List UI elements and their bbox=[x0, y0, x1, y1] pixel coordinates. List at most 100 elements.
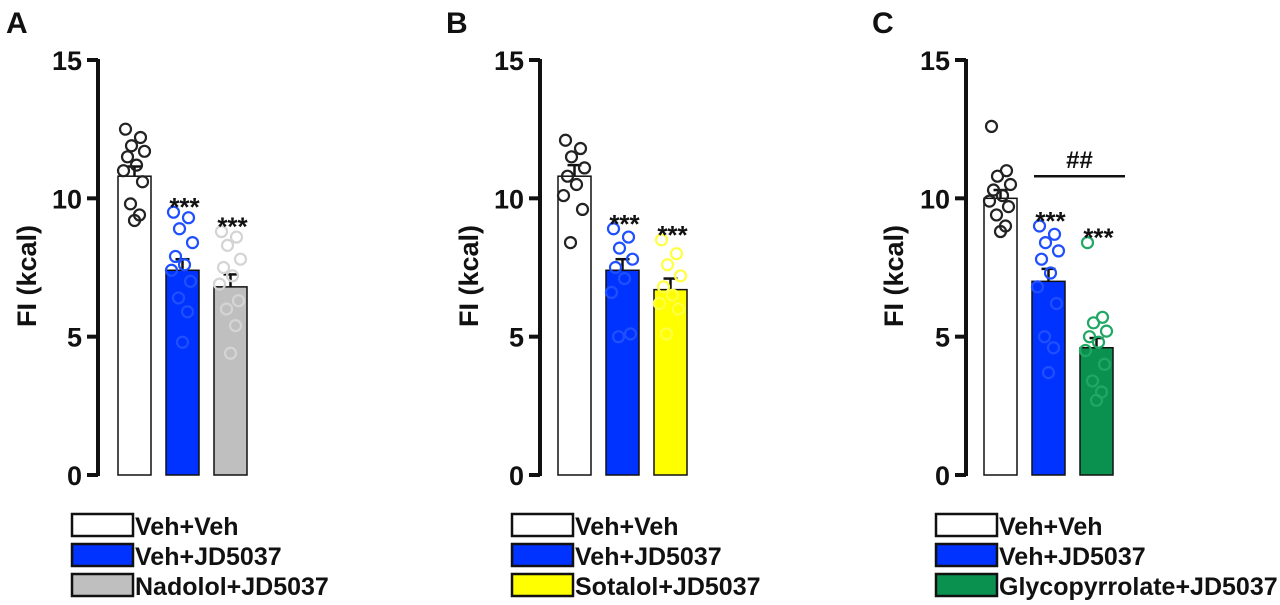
significance-label: *** bbox=[609, 209, 640, 239]
legend-swatch bbox=[510, 542, 575, 568]
data-point bbox=[982, 194, 997, 208]
data-point bbox=[181, 211, 196, 225]
data-point bbox=[1041, 366, 1056, 380]
data-point bbox=[220, 238, 235, 252]
data-point bbox=[558, 133, 573, 147]
data-point bbox=[573, 141, 588, 156]
data-point bbox=[137, 144, 152, 158]
data-point bbox=[660, 258, 675, 272]
data-point bbox=[563, 236, 578, 250]
data-point bbox=[175, 335, 190, 349]
y-axis-label: FI (kcal) bbox=[879, 225, 909, 327]
data-point bbox=[223, 346, 238, 360]
y-tick-label: 15 bbox=[52, 46, 82, 76]
data-point bbox=[993, 224, 1008, 239]
data-point bbox=[569, 177, 584, 192]
data-point bbox=[135, 175, 150, 189]
data-point bbox=[124, 139, 139, 153]
panel-b: B FI (kcal) 0 5 10 15 *** *** Veh+VehVeh+JD5037S… bbox=[446, 7, 761, 601]
y-tick-label: 15 bbox=[920, 46, 950, 76]
y-tick-label: 10 bbox=[494, 184, 524, 214]
data-point bbox=[1051, 244, 1066, 258]
y-tick-label: 0 bbox=[935, 461, 950, 491]
data-point bbox=[129, 158, 144, 172]
data-point bbox=[1030, 280, 1045, 294]
panel-label: C bbox=[872, 7, 894, 40]
data-point bbox=[1001, 200, 1016, 214]
data-point bbox=[556, 188, 571, 203]
data-point bbox=[617, 271, 632, 286]
y-tick-label: 10 bbox=[920, 184, 950, 214]
data-point bbox=[133, 130, 148, 145]
data-point bbox=[166, 205, 181, 219]
bar bbox=[1079, 346, 1114, 476]
bar bbox=[117, 175, 152, 476]
data-point bbox=[1089, 393, 1104, 407]
data-point bbox=[625, 252, 640, 266]
data-point bbox=[611, 330, 626, 344]
data-point bbox=[1085, 374, 1100, 388]
y-axis-label: FI (kcal) bbox=[454, 225, 484, 327]
data-point bbox=[185, 236, 200, 250]
data-point bbox=[123, 197, 138, 211]
data-point bbox=[608, 260, 623, 275]
data-point bbox=[172, 222, 187, 236]
data-point bbox=[1043, 266, 1058, 280]
data-point bbox=[652, 296, 667, 311]
data-point bbox=[1032, 219, 1047, 233]
bar bbox=[653, 288, 688, 476]
bar bbox=[557, 175, 592, 476]
data-point bbox=[577, 161, 592, 175]
data-point bbox=[656, 280, 671, 294]
data-point bbox=[673, 269, 688, 283]
data-point bbox=[1099, 324, 1114, 338]
data-point bbox=[168, 249, 183, 264]
data-point bbox=[984, 119, 999, 134]
data-point bbox=[1037, 330, 1052, 344]
data-point bbox=[225, 269, 240, 283]
significance-label: *** bbox=[657, 220, 688, 250]
legend-label: Nadolol+JD5037 bbox=[135, 573, 329, 601]
data-point bbox=[214, 224, 229, 239]
data-point bbox=[171, 291, 186, 305]
data-point bbox=[621, 230, 636, 244]
legend-swatch bbox=[70, 512, 135, 538]
bar bbox=[165, 269, 200, 476]
data-point bbox=[665, 288, 680, 302]
legend-label: Veh+JD5037 bbox=[999, 543, 1146, 571]
legend-swatch bbox=[510, 512, 575, 538]
data-point bbox=[164, 263, 179, 277]
legend-label: Sotalol+JD5037 bbox=[575, 573, 761, 601]
data-point bbox=[216, 260, 231, 275]
data-point bbox=[659, 327, 674, 341]
y-tick-label: 15 bbox=[494, 46, 524, 76]
legend-swatch bbox=[934, 542, 999, 568]
panel-label: A bbox=[6, 7, 28, 40]
legend-label: Veh+JD5037 bbox=[135, 543, 282, 571]
data-point bbox=[560, 169, 575, 183]
y-tick-label: 5 bbox=[509, 323, 524, 353]
data-point bbox=[118, 122, 133, 136]
legend-label: Veh+Veh bbox=[575, 513, 679, 541]
data-point bbox=[1086, 316, 1101, 330]
legend-label: Veh+JD5037 bbox=[575, 543, 722, 571]
data-point bbox=[116, 164, 131, 178]
significance-label: *** bbox=[217, 212, 248, 242]
data-point bbox=[604, 285, 619, 299]
data-point bbox=[212, 277, 227, 291]
legend-swatch bbox=[70, 572, 135, 598]
data-point bbox=[575, 202, 590, 216]
comparison-label: ## bbox=[1066, 147, 1093, 174]
legend-swatch bbox=[934, 572, 999, 598]
data-point bbox=[990, 169, 1005, 183]
data-point bbox=[127, 213, 142, 228]
legend-label: Glycopyrrolate+JD5037 bbox=[999, 573, 1278, 601]
data-point bbox=[1097, 357, 1112, 371]
legend-label: Veh+Veh bbox=[999, 513, 1103, 541]
y-tick-label: 0 bbox=[67, 461, 82, 491]
data-point bbox=[219, 302, 234, 316]
data-point bbox=[989, 208, 1004, 222]
data-point bbox=[229, 230, 244, 244]
y-axis-label: FI (kcal) bbox=[12, 225, 42, 327]
